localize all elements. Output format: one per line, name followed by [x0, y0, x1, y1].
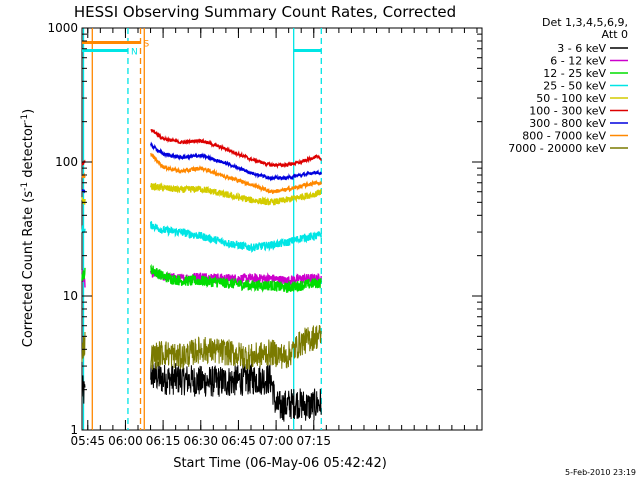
series-line-12-25kev: [81, 263, 322, 293]
y-tick-label: 100: [55, 155, 78, 169]
plot-frame: [81, 27, 483, 431]
series-line-7000-20000kev: [81, 324, 322, 370]
legend-label: 800 - 7000 keV: [522, 130, 606, 143]
y-axis-ticks: 1 10 100 1000: [47, 21, 482, 437]
legend-label: 12 - 25 keV: [543, 67, 606, 80]
x-tick-label: 07:15: [296, 434, 331, 448]
footer-timestamp: 5-Feb-2010 23:19: [565, 468, 636, 477]
x-tick-label: 06:30: [183, 434, 218, 448]
legend-header-line-2: Att 0: [602, 28, 628, 41]
flag-label: N: [131, 47, 138, 57]
legend-label: 25 - 50 keV: [543, 80, 606, 93]
x-tick-label: 06:45: [221, 434, 256, 448]
y-tick-label: 1: [70, 423, 78, 437]
legend-label: 6 - 12 keV: [550, 55, 606, 68]
series-line-50-100kev: [81, 182, 322, 206]
series-line-3-6kev: [81, 361, 322, 422]
legend-header-line-1: Det 1,3,4,5,6,9,: [542, 16, 628, 29]
flag-layer: SN: [82, 39, 322, 57]
series-layer: [81, 128, 322, 422]
plot-border: [81, 27, 483, 431]
legend-label: 7000 - 20000 keV: [508, 142, 606, 155]
x-axis-label: Start Time (06-May-06 05:42:42): [173, 456, 387, 471]
series-line-25-50kev: [81, 221, 322, 253]
series-line-100-300kev: [81, 128, 322, 169]
y-axis-label: Corrected Count Rate (s-1 detector-1): [20, 109, 36, 347]
y-tick-label: 10: [63, 289, 78, 303]
legend-label: 50 - 100 keV: [536, 92, 606, 105]
legend-label: 300 - 800 keV: [529, 117, 606, 130]
x-tick-label: 06:15: [146, 434, 181, 448]
legend-label: 3 - 6 keV: [557, 42, 606, 55]
x-tick-label: 05:45: [70, 434, 105, 448]
legend-label: 100 - 300 keV: [529, 105, 606, 118]
x-tick-label: 07:00: [259, 434, 294, 448]
series-line-800-7000kev: [81, 152, 322, 195]
x-axis-ticks: 05:45 06:00 06:15 06:30 06:45 07:00 07:15: [70, 28, 478, 448]
marker-lines: [82, 28, 322, 430]
chart-title: HESSI Observing Summary Count Rates, Cor…: [74, 3, 456, 21]
flag-label: S: [144, 39, 150, 49]
x-tick-label: 06:00: [108, 434, 143, 448]
y-tick-label: 1000: [47, 21, 78, 35]
